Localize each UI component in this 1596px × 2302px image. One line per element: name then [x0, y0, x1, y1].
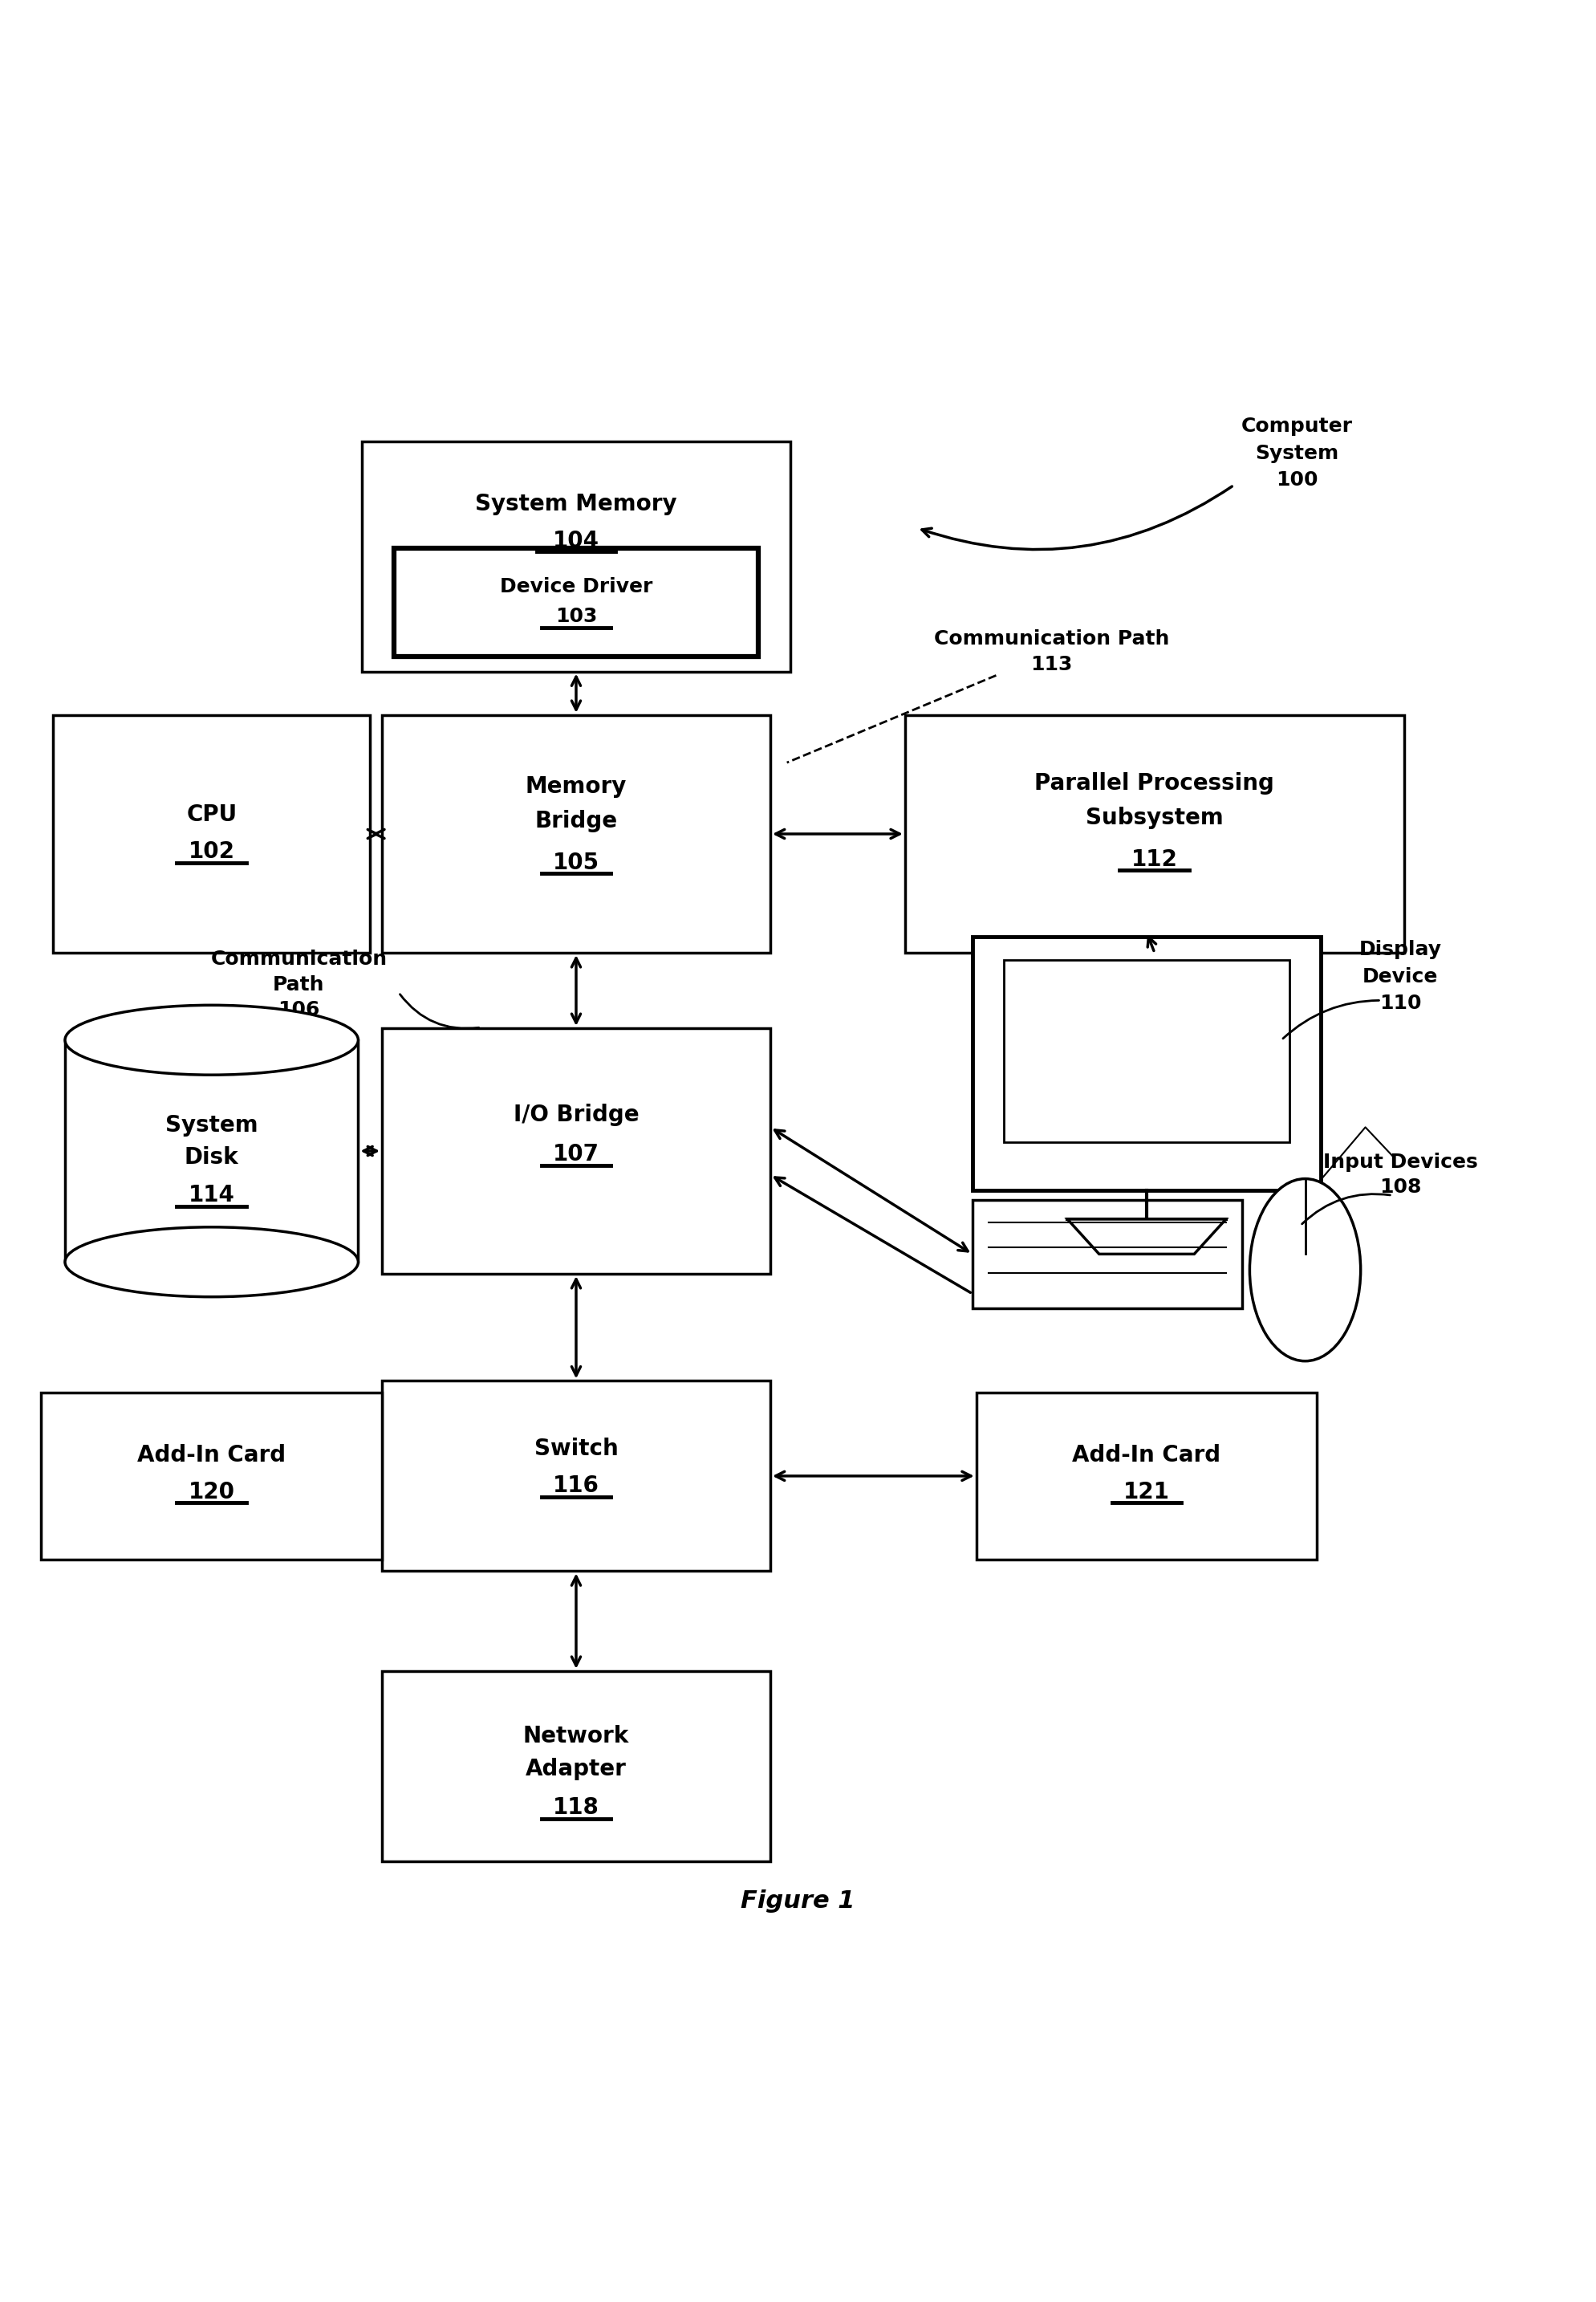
- Text: 107: 107: [552, 1142, 600, 1165]
- Text: Bridge: Bridge: [535, 810, 618, 833]
- Bar: [905, 716, 1404, 953]
- Text: Computer
System
100: Computer System 100: [1242, 417, 1353, 490]
- Text: Adapter: Adapter: [525, 1759, 627, 1779]
- Text: Subsystem: Subsystem: [1085, 806, 1224, 829]
- Bar: [381, 716, 771, 953]
- Bar: [972, 937, 1321, 1190]
- Text: 105: 105: [552, 852, 600, 875]
- Text: 120: 120: [188, 1480, 235, 1503]
- Text: Parallel Processing: Parallel Processing: [1034, 771, 1275, 794]
- Text: 102: 102: [188, 840, 235, 863]
- Ellipse shape: [1250, 1179, 1361, 1360]
- Text: 121: 121: [1124, 1480, 1170, 1503]
- Text: 112: 112: [1132, 847, 1178, 870]
- Text: 103: 103: [555, 608, 597, 626]
- Text: Add-In Card: Add-In Card: [137, 1443, 286, 1466]
- Text: Device Driver: Device Driver: [500, 578, 653, 596]
- Ellipse shape: [65, 1227, 358, 1296]
- Text: Input Devices
108: Input Devices 108: [1323, 1153, 1478, 1197]
- Bar: [381, 1381, 771, 1570]
- Bar: [53, 716, 370, 953]
- Text: Figure 1: Figure 1: [741, 1890, 855, 1913]
- Text: I/O Bridge: I/O Bridge: [514, 1103, 638, 1126]
- Bar: [362, 442, 790, 672]
- Polygon shape: [1068, 1220, 1226, 1255]
- Text: Switch: Switch: [535, 1439, 618, 1459]
- Text: CPU: CPU: [187, 803, 236, 826]
- Ellipse shape: [65, 1006, 358, 1075]
- Text: System Memory: System Memory: [476, 493, 677, 516]
- Bar: [977, 1393, 1317, 1558]
- Bar: [65, 1041, 358, 1261]
- Text: Network: Network: [523, 1724, 629, 1747]
- Text: 118: 118: [552, 1796, 600, 1819]
- Text: Disk: Disk: [185, 1146, 239, 1169]
- Text: Memory: Memory: [525, 776, 627, 796]
- Text: 116: 116: [552, 1473, 600, 1496]
- Bar: [41, 1393, 381, 1558]
- Bar: [972, 1199, 1242, 1308]
- Bar: [381, 1671, 771, 1862]
- Text: Display
Device
110: Display Device 110: [1358, 939, 1441, 1013]
- Text: 104: 104: [552, 529, 600, 552]
- Text: 114: 114: [188, 1183, 235, 1206]
- Bar: [381, 1029, 771, 1273]
- Text: Communication
Path
106: Communication Path 106: [211, 948, 388, 1020]
- Text: Add-In Card: Add-In Card: [1073, 1443, 1221, 1466]
- Text: System: System: [166, 1114, 259, 1137]
- Bar: [394, 548, 758, 656]
- Bar: [1004, 960, 1290, 1142]
- Text: Communication Path
113: Communication Path 113: [934, 628, 1170, 674]
